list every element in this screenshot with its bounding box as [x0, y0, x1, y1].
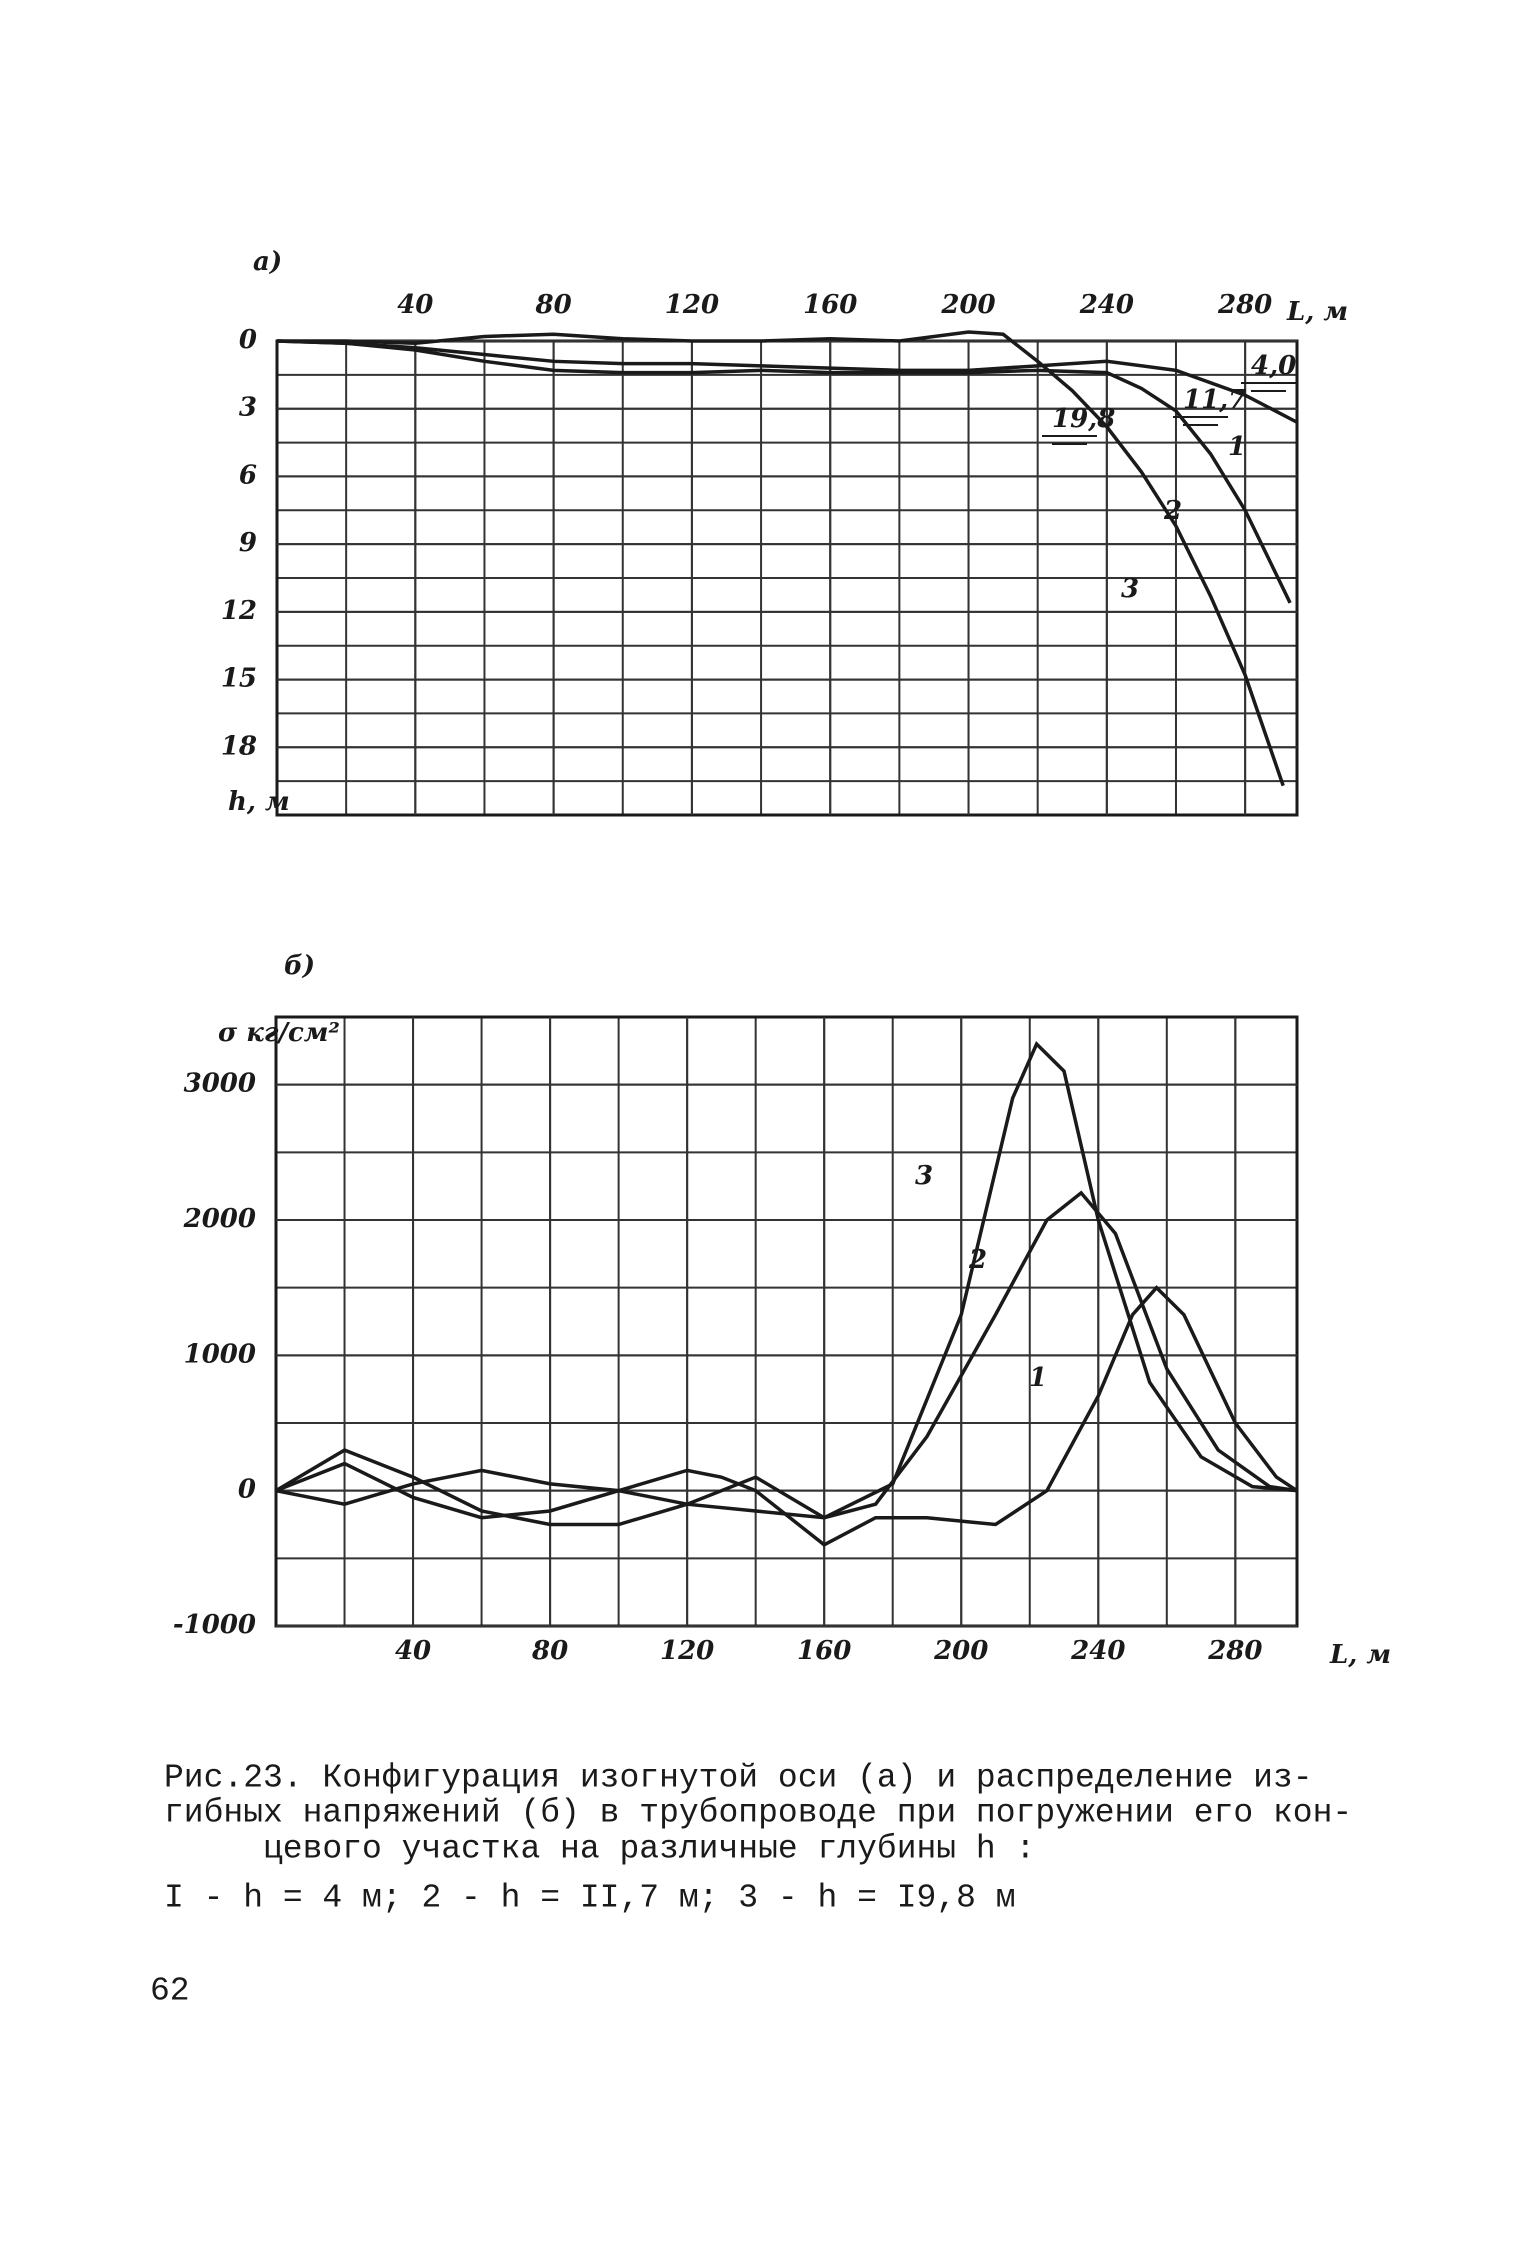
curve-label: 2 [1163, 496, 1182, 526]
x-tick-label: 80 [535, 290, 572, 320]
x-tick-label: 160 [803, 290, 857, 320]
x-tick-label: 240 [1079, 290, 1134, 320]
depth-marker: 11,7 [1183, 385, 1246, 415]
x-tick-label: 40 [395, 1636, 431, 1666]
y-tick-label: 6 [239, 460, 257, 490]
curve [276, 339, 1298, 424]
caption-line: Рис.23. Конфигурация изогнутой оси (а) и… [164, 1760, 1313, 1797]
curve [275, 1041, 1298, 1520]
plot-frame [274, 1015, 1299, 1628]
y-tick-label: 0 [238, 1475, 256, 1505]
x-tick-label: 40 [397, 290, 433, 320]
caption-line: цевого участка на различные глубины h : [263, 1831, 1035, 1868]
chart-label: а) [253, 247, 282, 277]
curve [275, 1285, 1298, 1547]
y-axis-label: h, м [228, 787, 290, 817]
y-axis-label: σ кг/см² [218, 1018, 340, 1048]
y-tick-label: 12 [221, 596, 257, 626]
y-tick-label: 3000 [184, 1069, 256, 1099]
x-tick-label: 280 [1217, 290, 1272, 320]
y-tick-label: 3 [239, 393, 257, 423]
y-tick-label: 0 [239, 325, 257, 355]
curve [277, 330, 1285, 787]
caption-line: гибных напряжений (б) в трубопроводе при… [164, 1795, 1352, 1832]
y-tick-label: 2000 [183, 1204, 256, 1234]
curve-label: 3 [915, 1161, 933, 1191]
chart-label: б) [284, 951, 315, 981]
y-tick-label: 1000 [184, 1339, 256, 1369]
page-number: 62 [150, 1973, 190, 2010]
x-tick-label: 200 [933, 1636, 988, 1666]
depth-marker: 4,0 [1251, 351, 1296, 381]
x-tick-label: 120 [665, 290, 719, 320]
x-tick-label: 200 [940, 290, 995, 320]
curve-label: 1 [1029, 1363, 1047, 1393]
depth-marker: 19,8 [1052, 404, 1115, 434]
x-tick-label: 280 [1207, 1636, 1262, 1666]
y-tick-label: 15 [221, 664, 257, 694]
y-tick-label: 9 [239, 528, 257, 558]
x-tick-label: 160 [797, 1636, 851, 1666]
caption-line: I - h = 4 м; 2 - h = II,7 м; 3 - h = I9,… [164, 1880, 1016, 1917]
y-tick-label: 18 [221, 731, 257, 761]
x-tick-label: 240 [1070, 1636, 1125, 1666]
x-axis-label: L, м [1286, 297, 1348, 327]
y-tick-label: -1000 [173, 1610, 256, 1640]
curve [275, 1190, 1298, 1527]
curve-label: 3 [1121, 574, 1139, 604]
x-tick-label: 80 [531, 1636, 568, 1666]
x-axis-label: L, м [1329, 1640, 1391, 1670]
x-tick-label: 120 [660, 1636, 714, 1666]
curve-label: 1 [1228, 432, 1246, 462]
curve [276, 339, 1292, 604]
